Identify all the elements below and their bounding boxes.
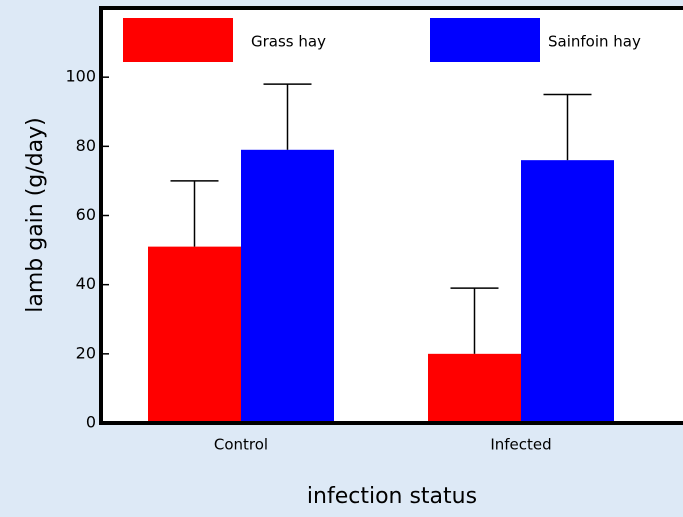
bar [521,160,614,423]
y-axis-label: lamb gain (g/day) [23,117,48,313]
legend-swatch [430,18,540,62]
error-bar [450,287,499,354]
x-axis-label: infection status [307,484,477,509]
y-tick-label: 60 [76,205,96,224]
legend-swatch [123,18,233,62]
error-bar [543,93,592,161]
error-bar [170,180,219,247]
y-tick-label: 0 [86,413,96,432]
y-tick-label: 100 [65,67,96,86]
legend-label: Grass hay [251,33,326,51]
error-bar [263,83,312,150]
bar [241,149,334,423]
bar [428,353,521,423]
y-tick-label: 40 [76,274,96,293]
axis-frame [99,6,683,425]
x-tick-label: Infected [490,436,551,454]
x-tick-label: Control [214,436,268,454]
bar [148,246,241,423]
y-tick-label: 80 [76,136,96,155]
legend-label: Sainfoin hay [548,33,641,51]
y-tick-label: 20 [76,343,96,362]
